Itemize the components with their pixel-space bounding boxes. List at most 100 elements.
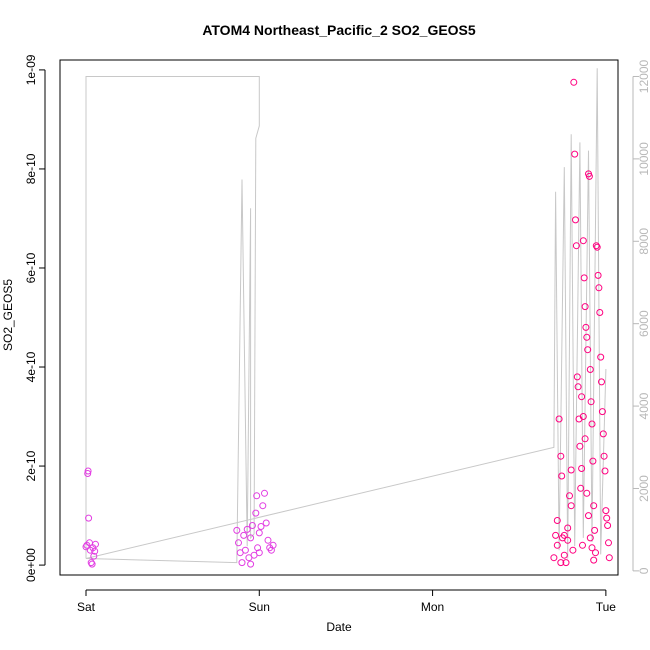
data-point — [572, 242, 580, 250]
data-point — [594, 271, 602, 279]
data-point — [602, 507, 610, 515]
data-point — [567, 466, 575, 474]
data-point — [259, 502, 267, 510]
data-point — [247, 534, 255, 542]
data-point — [562, 559, 570, 567]
data-point — [579, 413, 587, 420]
data-point — [567, 502, 575, 510]
data-point — [586, 366, 594, 373]
data-point — [566, 492, 573, 500]
y2-tick-label: 2000 — [637, 475, 650, 502]
data-point — [571, 150, 579, 158]
data-point — [581, 303, 589, 311]
data-point — [550, 554, 558, 562]
data-point — [581, 435, 589, 443]
data-point — [600, 452, 608, 460]
y-axis-title: SO2_GEOS5 — [1, 279, 15, 351]
y-tick-label: 8e-10 — [24, 153, 38, 184]
data-point — [257, 523, 265, 530]
data-point — [605, 539, 612, 547]
data-point — [254, 544, 262, 552]
data-point — [248, 522, 256, 529]
y-tick-label: 0e+00 — [24, 548, 38, 582]
data-point — [87, 559, 95, 567]
data-point — [240, 531, 248, 539]
x-axis: Sat Sun Mon Tue — [77, 589, 617, 614]
data-point — [577, 484, 585, 492]
plot-frame — [59, 59, 619, 576]
points-layer — [82, 78, 613, 568]
data-point — [591, 526, 599, 534]
data-point — [583, 333, 591, 341]
y-tick-label: 2e-10 — [24, 450, 38, 481]
data-point — [584, 346, 592, 354]
y2-tick-label: 4000 — [637, 392, 650, 419]
data-point — [264, 536, 272, 544]
data-point — [596, 309, 604, 316]
data-point — [243, 525, 251, 533]
y-tick-label: 4e-10 — [24, 351, 38, 382]
data-point — [88, 560, 96, 568]
y2-tick-label: 0 — [637, 567, 650, 574]
data-point — [585, 172, 593, 180]
data-point — [588, 420, 596, 428]
data-point — [570, 78, 578, 86]
y2-tick-label: 6000 — [637, 310, 650, 337]
x-tick-label: Tue — [596, 600, 617, 614]
data-point — [553, 541, 561, 549]
data-point — [84, 467, 92, 475]
data-point — [261, 489, 268, 497]
data-point — [82, 543, 90, 551]
data-point — [255, 529, 263, 537]
data-point — [564, 536, 572, 544]
data-point — [92, 540, 99, 548]
data-point — [598, 378, 605, 386]
data-point — [574, 383, 582, 391]
data-point — [592, 549, 599, 557]
data-point — [247, 560, 255, 568]
data-point — [590, 556, 598, 564]
y-axis: 0e+00 2e-10 4e-10 6e-10 8e-10 1e-09 — [24, 54, 46, 582]
x-axis-title: Date — [326, 620, 352, 634]
data-point — [569, 546, 577, 554]
data-point — [599, 430, 607, 438]
y2-axis: 0 2000 4000 6000 8000 10000 12000 — [632, 59, 650, 574]
data-point — [605, 554, 613, 562]
data-point — [560, 551, 568, 559]
data-point — [560, 531, 568, 539]
data-point — [588, 544, 596, 552]
y-tick-label: 1e-09 — [24, 54, 38, 85]
data-point — [593, 243, 601, 251]
chart-title: ATOM4 Northeast_Pacific_2 SO2_GEOS5 — [202, 22, 476, 38]
y2-tick-label: 12000 — [637, 59, 650, 93]
data-point — [238, 559, 246, 567]
data-point — [601, 467, 609, 475]
x-tick-label: Mon — [421, 600, 444, 614]
data-point — [590, 502, 598, 510]
data-point — [85, 514, 93, 522]
data-point — [598, 408, 606, 416]
data-point — [583, 489, 591, 497]
data-point — [233, 526, 241, 534]
data-point — [587, 398, 595, 406]
data-point — [235, 539, 242, 547]
data-point — [555, 415, 563, 423]
data-point — [252, 509, 260, 517]
data-point — [552, 531, 560, 539]
data-point — [603, 514, 611, 522]
data-point — [589, 457, 597, 465]
x-tick-label: Sat — [77, 600, 96, 614]
data-point — [576, 442, 584, 450]
data-point — [558, 472, 566, 480]
data-point — [579, 541, 586, 549]
data-point — [578, 465, 586, 472]
data-point — [91, 547, 99, 555]
y2-tick-label: 10000 — [637, 142, 650, 176]
altitude-layer — [85, 68, 607, 564]
data-point — [578, 393, 586, 401]
data-point — [595, 284, 603, 292]
data-point — [580, 274, 588, 282]
data-point — [557, 452, 565, 460]
